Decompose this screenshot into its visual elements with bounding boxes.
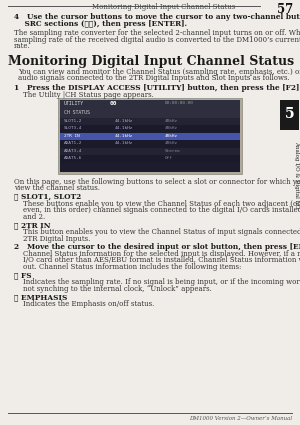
- Text: 48kHz: 48kHz: [165, 134, 178, 138]
- Bar: [60, 125, 240, 133]
- Text: 2TR Digital Inputs.: 2TR Digital Inputs.: [14, 235, 90, 243]
- Text: ADAT5,6: ADAT5,6: [64, 156, 82, 160]
- Text: The sampling rate converter for the selected 2-channel input turns on or off. Wh: The sampling rate converter for the sele…: [14, 29, 300, 37]
- Text: These buttons enable you to view the Channel Status of each two adjacent (odd an: These buttons enable you to view the Cha…: [14, 199, 300, 207]
- Text: audio signals connected to the 2TR Digital Inputs and Slot Inputs as follows.: audio signals connected to the 2TR Digit…: [18, 74, 290, 82]
- Text: Analog I/O & Digital I/O: Analog I/O & Digital I/O: [295, 142, 299, 209]
- Text: Off: Off: [165, 156, 173, 160]
- Text: even, in this order) channel signals connected to the digital I/O cards installe: even, in this order) channel signals con…: [14, 206, 300, 214]
- Text: Monitoring Digital Input Channel Status: Monitoring Digital Input Channel Status: [92, 3, 236, 11]
- Text: SLOT1,2: SLOT1,2: [64, 119, 82, 123]
- Text: 44.1kHz: 44.1kHz: [115, 119, 134, 123]
- Text: view the channel status.: view the channel status.: [14, 184, 100, 192]
- FancyBboxPatch shape: [280, 100, 299, 130]
- Text: I/O card other than AES/EBU format is installed, Channel Status information will: I/O card other than AES/EBU format is in…: [14, 257, 300, 264]
- Text: 5: 5: [285, 107, 294, 121]
- Text: ADAT1,2: ADAT1,2: [64, 141, 82, 145]
- Bar: [60, 155, 240, 162]
- Text: DM1000 Version 2—Owner’s Manual: DM1000 Version 2—Owner’s Manual: [189, 416, 292, 421]
- Text: ③ FS: ③ FS: [14, 272, 32, 280]
- Text: Indicates the sampling rate. If no signal is being input, or if the incoming wor: Indicates the sampling rate. If no signa…: [14, 278, 300, 286]
- Text: Indicates the Emphasis on/off status.: Indicates the Emphasis on/off status.: [14, 300, 154, 309]
- FancyBboxPatch shape: [60, 99, 240, 172]
- Text: 00:00:00.00: 00:00:00.00: [165, 101, 194, 105]
- Text: This button enables you to view the Channel Status of input signals connected to: This button enables you to view the Chan…: [14, 228, 300, 236]
- Text: 4   Use the cursor buttons to move the cursor to any two-channel button in the: 4 Use the cursor buttons to move the cur…: [14, 13, 300, 21]
- Text: On this page, use the following buttons to select a slot or connector for which : On this page, use the following buttons …: [14, 178, 300, 185]
- Text: Stereo: Stereo: [165, 149, 181, 153]
- Text: 48kHz: 48kHz: [165, 119, 178, 123]
- Text: Channel Status information for the selected input is displayed. However, if a mi: Channel Status information for the selec…: [14, 250, 300, 258]
- Text: 57: 57: [277, 3, 293, 16]
- Text: and 2.: and 2.: [14, 212, 45, 221]
- Bar: [60, 147, 240, 155]
- Text: rate.: rate.: [14, 42, 31, 50]
- Text: not synching to the internal clock, “Unlock” appears.: not synching to the internal clock, “Unl…: [14, 285, 212, 293]
- Text: 1   Press the DISPLAY ACCESS [UTILITY] button, then press the [F2] button.: 1 Press the DISPLAY ACCESS [UTILITY] but…: [14, 83, 300, 91]
- Text: The Utility |CH Status page appears.: The Utility |CH Status page appears.: [14, 91, 154, 99]
- Text: Monitoring Digital Input Channel Status: Monitoring Digital Input Channel Status: [8, 54, 294, 68]
- Text: out. Channel Status information includes the following items:: out. Channel Status information includes…: [14, 263, 242, 271]
- Bar: [60, 108, 240, 117]
- Text: sampling rate of the received digital audio is converted to the DM1000’s current: sampling rate of the received digital au…: [14, 36, 300, 43]
- Text: ④ EMPHASIS: ④ EMPHASIS: [14, 294, 68, 301]
- Text: CH STATUS: CH STATUS: [64, 110, 90, 115]
- Bar: [60, 99, 240, 108]
- Text: ADAT3,4: ADAT3,4: [64, 149, 82, 153]
- Text: 48kHz: 48kHz: [165, 141, 178, 145]
- Text: You can view and monitor the Channel Status (sampling rate, emphasis, etc.) of d: You can view and monitor the Channel Sta…: [18, 68, 300, 76]
- Bar: [60, 140, 240, 147]
- Text: 44.1kHz: 44.1kHz: [115, 134, 134, 138]
- Text: 48kHz: 48kHz: [165, 126, 178, 130]
- Bar: [60, 117, 240, 125]
- Text: SRC sections (ⓦⓧ), then press [ENTER].: SRC sections (ⓦⓧ), then press [ENTER].: [14, 20, 187, 28]
- Text: ① SLOT1, SLOT2: ① SLOT1, SLOT2: [14, 193, 81, 201]
- Text: 44.1kHz: 44.1kHz: [115, 126, 134, 130]
- Text: UTILITY: UTILITY: [64, 101, 84, 106]
- Text: 2   Move the cursor to the desired input or slot button, then press [ENTER].: 2 Move the cursor to the desired input o…: [14, 243, 300, 251]
- Text: 44.1kHz: 44.1kHz: [115, 141, 134, 145]
- Text: SLOT3,4: SLOT3,4: [64, 126, 82, 130]
- Bar: [60, 133, 240, 140]
- Text: 2TR IN: 2TR IN: [64, 134, 80, 138]
- Text: 00: 00: [110, 101, 118, 106]
- Text: ② 2TR IN: ② 2TR IN: [14, 221, 50, 229]
- FancyBboxPatch shape: [58, 97, 242, 173]
